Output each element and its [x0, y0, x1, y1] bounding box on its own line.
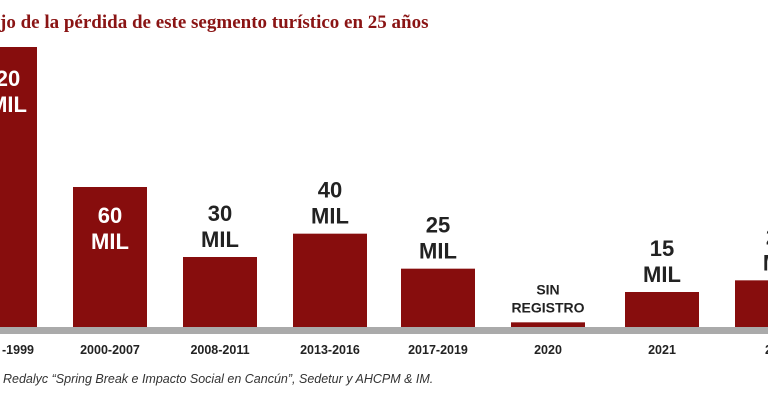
bar-1: [73, 187, 147, 327]
bar-6: [625, 292, 699, 327]
category-label-5: 2020: [534, 343, 562, 357]
value-label-3-0: 40: [318, 178, 342, 203]
category-label-7: 20: [765, 343, 768, 357]
value-label-7-0: 2: [766, 224, 768, 249]
chart-title: jo de la pérdida de este segmento turíst…: [0, 12, 429, 33]
bar-5: [511, 322, 585, 327]
baseline-bar: [0, 327, 768, 334]
bar-3: [293, 233, 367, 327]
value-label-2-0: 30: [208, 201, 232, 226]
bar-0: [0, 47, 37, 327]
value-label-5-1: REGISTRO: [511, 299, 584, 315]
value-label-4-0: 25: [426, 213, 450, 238]
category-label-2: 2008-2011: [190, 343, 249, 357]
value-label-0-1: MIL: [0, 92, 27, 117]
value-label-1-0: 60: [98, 203, 122, 228]
source-note: Redalyc “Spring Break e Impacto Social e…: [3, 372, 434, 386]
value-label-5-0: SIN: [536, 281, 559, 297]
value-label-7-1: M: [763, 250, 768, 275]
value-label-6-1: MIL: [643, 262, 681, 287]
category-label-1: 2000-2007: [80, 343, 140, 357]
bar-7: [735, 280, 768, 327]
bar-2: [183, 257, 257, 327]
category-label-3: 2013-2016: [300, 343, 360, 357]
bar-4: [401, 268, 475, 327]
value-label-4-1: MIL: [419, 239, 457, 264]
value-label-6-0: 15: [650, 236, 674, 261]
value-label-1-1: MIL: [91, 229, 129, 254]
value-label-3-1: MIL: [311, 204, 349, 229]
category-label-4: 2017-2019: [408, 343, 468, 357]
bar-chart: 20MIL60MIL30MIL40MIL25MILSINREGISTRO15MI…: [0, 47, 768, 357]
value-label-0-0: 20: [0, 66, 20, 91]
category-label-6: 2021: [648, 343, 676, 357]
value-label-2-1: MIL: [201, 227, 239, 252]
category-label-0: -1999: [2, 343, 34, 357]
